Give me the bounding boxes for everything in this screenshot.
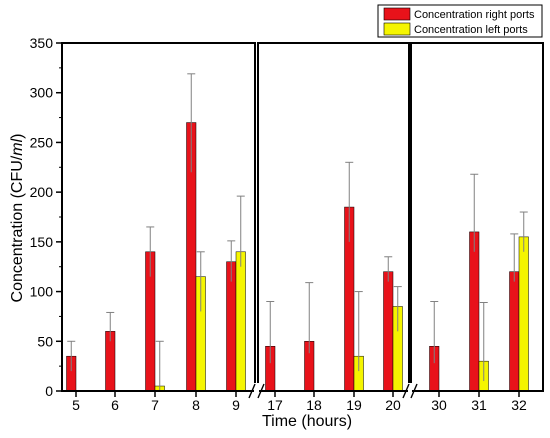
x-tick-label-5: 5	[72, 397, 80, 413]
x-tick-label-17: 17	[267, 397, 283, 413]
x-tick-label-19: 19	[346, 397, 362, 413]
y-tick-label-300: 300	[30, 85, 54, 101]
axis-break-slash-b-2	[410, 383, 418, 399]
panel-frame-1	[61, 42, 256, 392]
bar-left-ports-9	[235, 251, 246, 392]
y-tick-label-100: 100	[30, 284, 54, 300]
legend-label-left-ports: Concentration left ports	[414, 24, 528, 36]
axis-break-slash-b-1	[257, 383, 265, 399]
y-axis-title-main: Concentration (CFU/	[9, 155, 26, 302]
y-tick-label-150: 150	[30, 234, 54, 250]
legend-swatch-right-ports	[383, 7, 411, 21]
x-tick-label-6: 6	[111, 397, 119, 413]
axis-break-gap-2	[408, 383, 412, 399]
bar-left-ports-32	[518, 236, 529, 392]
legend: Concentration right ports Concentration …	[377, 4, 543, 38]
x-tick-label-20: 20	[385, 397, 401, 413]
x-tick-label-18: 18	[306, 397, 322, 413]
axis-break-slash-a-1	[248, 383, 256, 399]
x-tick-label-9: 9	[232, 397, 240, 413]
bars-layer	[66, 122, 529, 392]
x-tick-label-30: 30	[431, 397, 447, 413]
x-tick-label-8: 8	[192, 397, 200, 413]
axis-break-slash-a-2	[402, 383, 410, 399]
y-axis-title: Concentration (CFU/ml)	[9, 134, 26, 303]
y-tick-label-0: 0	[45, 383, 53, 399]
y-tick-label-50: 50	[37, 333, 53, 349]
x-axis-title: Time (hours)	[262, 413, 352, 430]
y-tick-label-350: 350	[30, 35, 54, 51]
panel-frame-3	[410, 42, 544, 392]
y-tick-label-250: 250	[30, 134, 54, 150]
bar-right-ports-32	[509, 271, 520, 392]
y-tick-label-200: 200	[30, 184, 54, 200]
x-tick-label-31: 31	[471, 397, 487, 413]
legend-swatch-left-ports	[383, 22, 411, 36]
bar-right-ports-20	[383, 271, 394, 392]
axis-break-gap-1	[254, 383, 259, 399]
panel-frames	[61, 42, 544, 399]
bar-right-ports-31	[469, 231, 480, 392]
x-axis: 5 6 7 8 9 17 18 19 20 30 31 32	[72, 391, 527, 413]
x-tick-label-32: 32	[511, 397, 527, 413]
y-axis-title-close: )	[9, 134, 26, 139]
legend-label-right-ports: Concentration right ports	[414, 9, 535, 21]
y-axis-title-unit: ml	[9, 138, 26, 155]
y-axis: 0 50 100 150 200 250 300 350	[30, 35, 62, 399]
panel-frame-2	[257, 42, 410, 392]
error-bars-layer	[67, 73, 528, 391]
x-tick-label-7: 7	[151, 397, 159, 413]
